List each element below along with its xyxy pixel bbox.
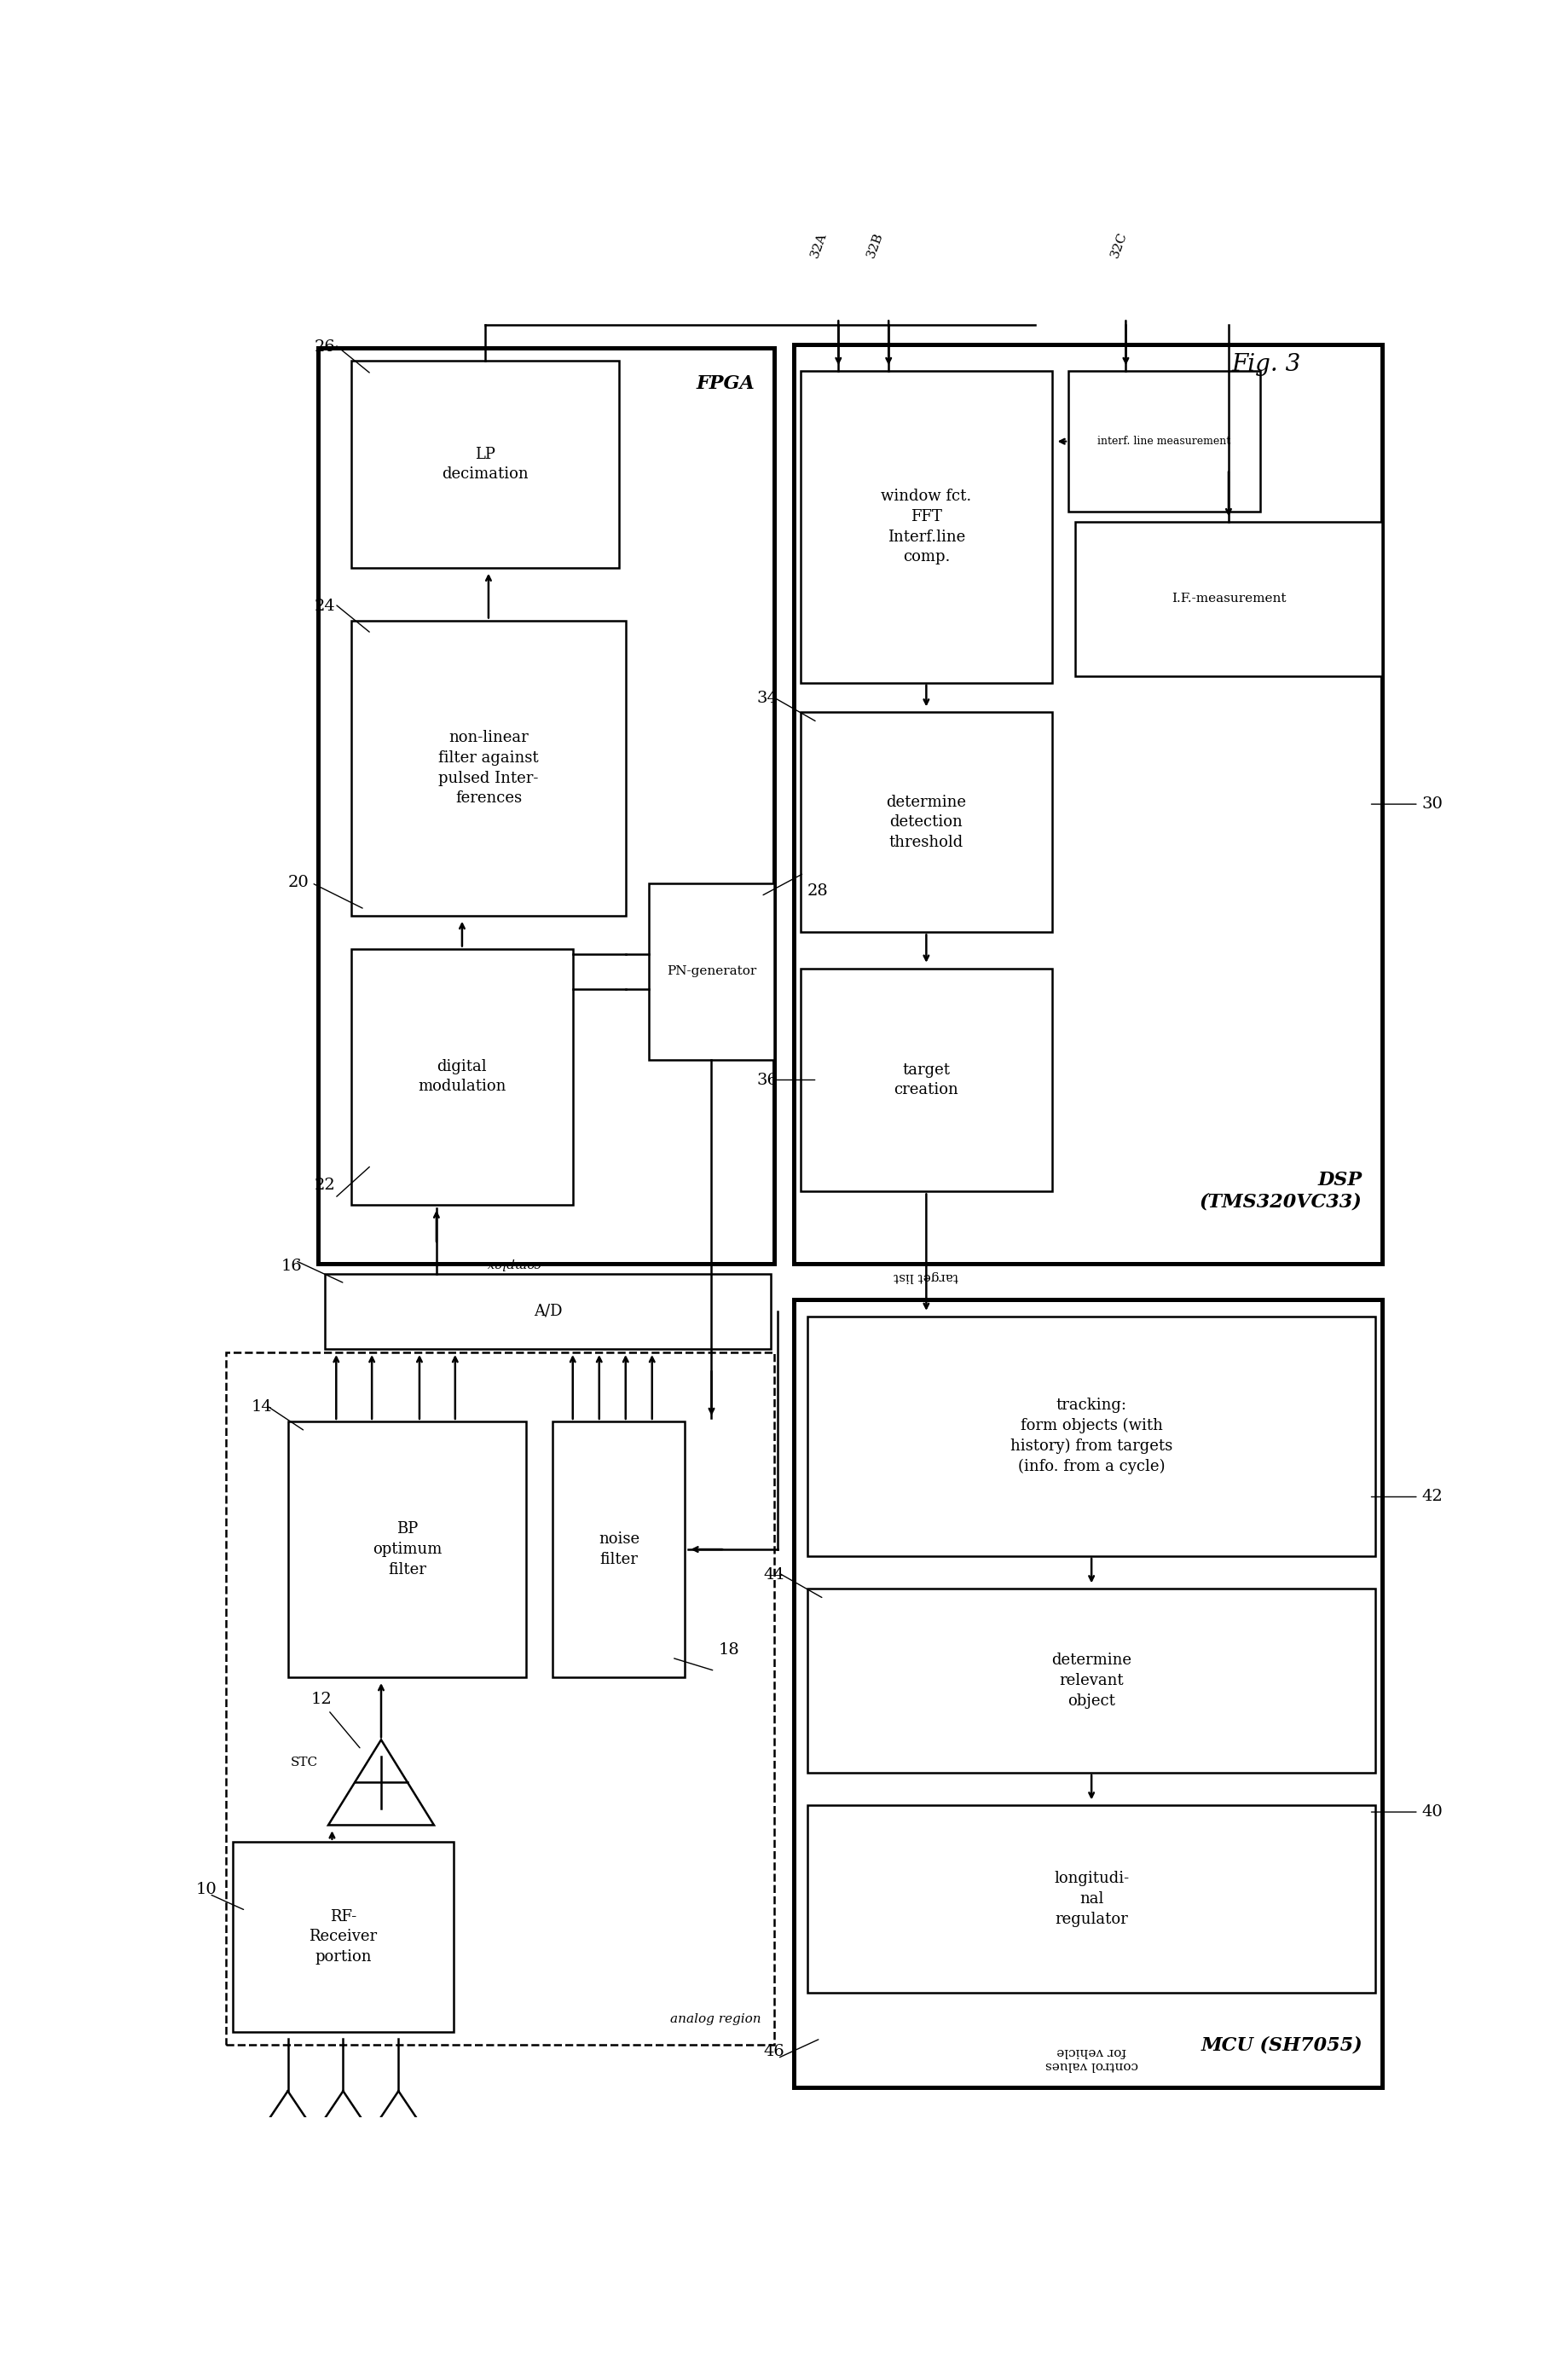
Bar <box>232 1841 453 2032</box>
Text: window fct.
FFT
Interf.line
comp.: window fct. FFT Interf.line comp. <box>881 490 971 564</box>
Text: target list: target list <box>894 1270 958 1282</box>
Text: PN-generator: PN-generator <box>666 966 756 978</box>
Text: LP
decimation: LP decimation <box>442 447 528 483</box>
Text: digital
modulation: digital modulation <box>417 1059 506 1094</box>
Text: longitudi-
nal
regulator: longitudi- nal regulator <box>1054 1872 1129 1927</box>
Bar <box>318 347 775 1263</box>
Bar <box>325 1273 770 1349</box>
Bar <box>793 345 1381 1263</box>
Text: control values
for vehicle: control values for vehicle <box>1044 2046 1137 2072</box>
Text: A/D: A/D <box>533 1304 561 1318</box>
Text: 20: 20 <box>289 875 309 890</box>
Text: 44: 44 <box>764 1568 784 1582</box>
Text: I.F.-measurement: I.F.-measurement <box>1171 592 1286 604</box>
Text: 18: 18 <box>718 1642 739 1658</box>
Text: MCU (SH7055): MCU (SH7055) <box>1200 2036 1361 2055</box>
Text: 22: 22 <box>314 1178 336 1192</box>
Bar <box>800 711 1051 933</box>
Bar <box>808 1589 1375 1772</box>
Text: 30: 30 <box>1421 797 1443 811</box>
Bar <box>793 1299 1381 2089</box>
Bar <box>808 1806 1375 1994</box>
Bar <box>649 883 775 1061</box>
Bar <box>226 1351 775 2046</box>
Text: 26: 26 <box>314 340 336 354</box>
Text: analog region: analog region <box>670 2013 760 2025</box>
Text: 10: 10 <box>196 1882 216 1898</box>
Bar <box>808 1316 1375 1556</box>
Text: 46: 46 <box>764 2044 784 2060</box>
Bar <box>800 371 1051 683</box>
Bar <box>351 621 626 916</box>
Text: determine
relevant
object: determine relevant object <box>1051 1653 1131 1708</box>
Text: 34: 34 <box>757 690 778 707</box>
Text: 32B: 32B <box>866 231 884 259</box>
Bar <box>1068 371 1259 511</box>
Text: interf. line measurement: interf. line measurement <box>1098 435 1231 447</box>
Text: FPGA: FPGA <box>696 374 754 393</box>
Text: 42: 42 <box>1421 1489 1443 1504</box>
Text: 16: 16 <box>281 1258 303 1273</box>
Text: 36: 36 <box>757 1073 778 1087</box>
Bar <box>289 1420 527 1677</box>
Text: RF-
Receiver
portion: RF- Receiver portion <box>309 1908 376 1965</box>
Text: tracking:
form objects (with
history) from targets
(info. from a cycle): tracking: form objects (with history) fr… <box>1010 1399 1171 1475</box>
Bar <box>1074 521 1381 676</box>
Text: 32A: 32A <box>808 231 828 259</box>
Bar <box>351 362 619 569</box>
Text: non-linear
filter against
pulsed Inter-
ferences: non-linear filter against pulsed Inter- … <box>437 730 538 806</box>
Text: 40: 40 <box>1421 1803 1443 1820</box>
Text: 28: 28 <box>808 883 828 899</box>
Text: BP
optimum
filter: BP optimum filter <box>373 1523 442 1577</box>
Text: Fig. 3: Fig. 3 <box>1231 352 1300 376</box>
Text: 24: 24 <box>314 600 336 614</box>
Bar <box>800 968 1051 1192</box>
Text: STC: STC <box>290 1756 318 1768</box>
Text: complex: complex <box>486 1258 541 1270</box>
Text: DSP
(TMS320VC33): DSP (TMS320VC33) <box>1200 1170 1361 1211</box>
Text: determine
detection
threshold: determine detection threshold <box>886 795 966 849</box>
Text: target
creation: target creation <box>894 1061 958 1097</box>
Bar <box>552 1420 685 1677</box>
Text: noise
filter: noise filter <box>597 1532 640 1568</box>
Text: 12: 12 <box>310 1691 332 1708</box>
Text: 14: 14 <box>251 1399 273 1416</box>
Text: 32C: 32C <box>1109 231 1129 259</box>
Bar <box>351 949 572 1204</box>
